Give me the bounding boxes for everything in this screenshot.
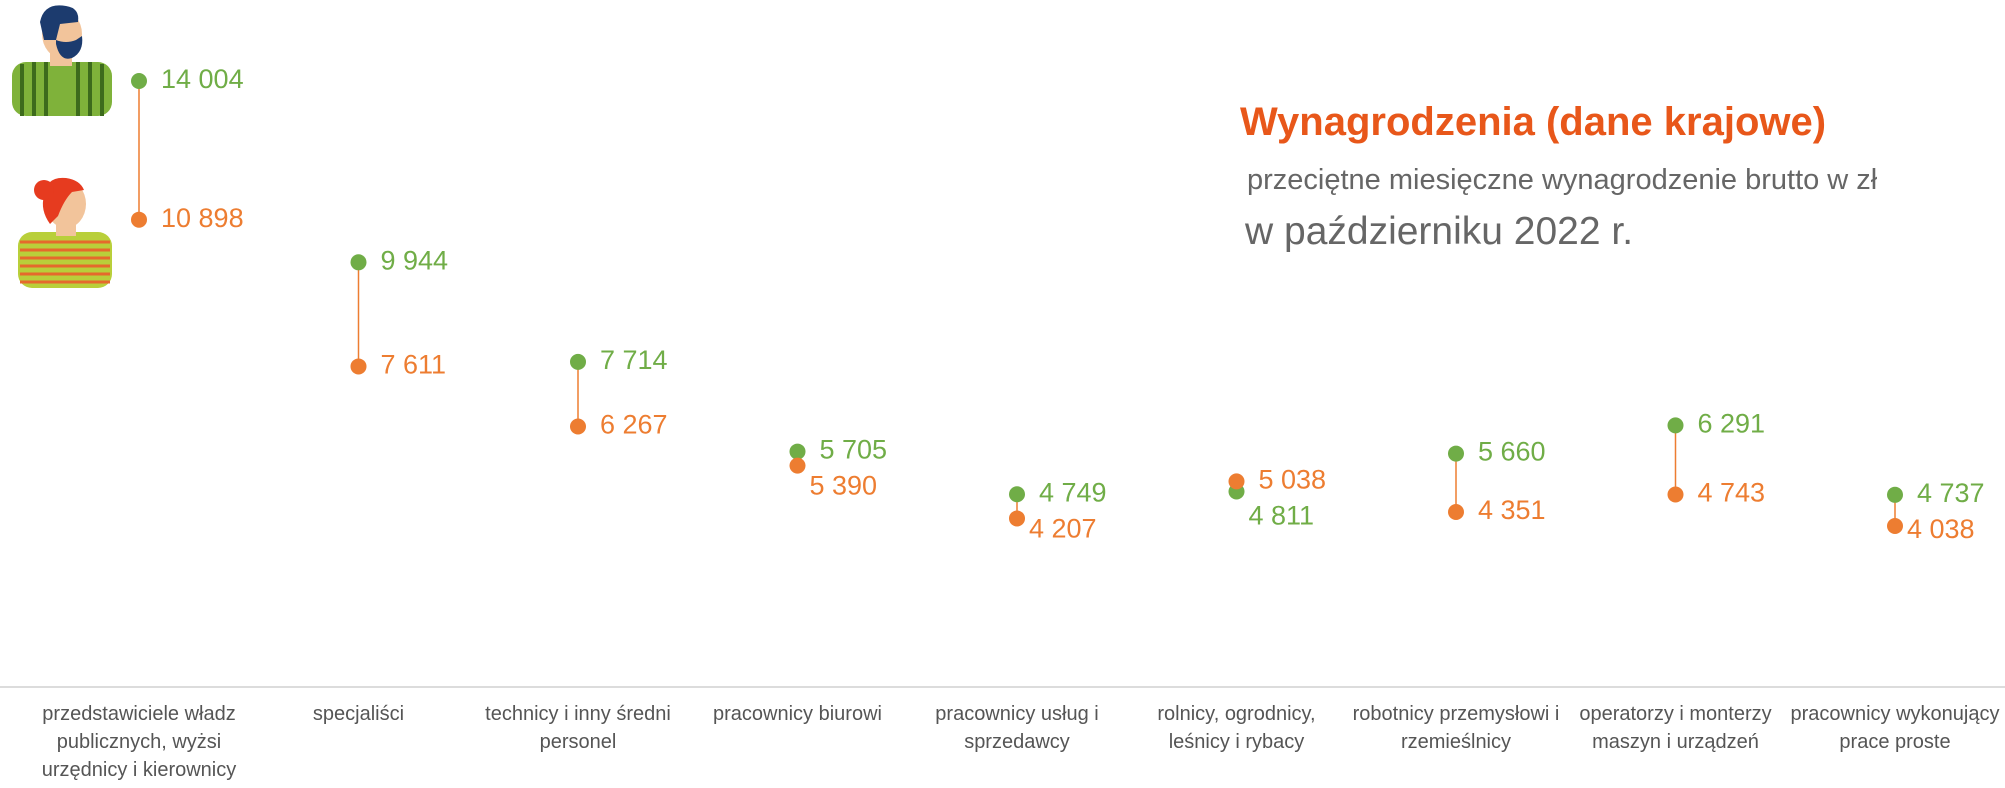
category-label: rolnicy, ogrodnicy, leśnicy i rybacy <box>1132 700 1342 756</box>
dot <box>1887 518 1903 534</box>
value-label: 4 207 <box>1029 513 1097 543</box>
page: {"chart_data": {"type": "dumbbell", "tit… <box>0 0 2005 788</box>
category-label: operatorzy i monterzy maszyn i urządzeń <box>1571 700 1781 756</box>
subtitle: w październiku 2022 r. <box>1245 210 1633 254</box>
value-label: 5 038 <box>1259 464 1327 494</box>
value-label: 5 390 <box>810 471 878 501</box>
dot <box>351 358 367 374</box>
value-label: 5 660 <box>1478 437 1546 467</box>
category-label: przedstawiciele władz publicznych, wyżsi… <box>34 700 244 784</box>
subtitle: przeciętne miesięczne wynagrodzenie brut… <box>1247 164 1877 197</box>
value-label: 4 749 <box>1039 477 1107 507</box>
value-label: 6 267 <box>600 410 668 440</box>
dot <box>790 444 806 460</box>
dot <box>351 254 367 270</box>
chart-title: Wynagrodzenia (dane krajowe) <box>1240 100 1826 145</box>
value-label: 10 898 <box>161 203 244 233</box>
value-label: 4 737 <box>1917 478 1985 508</box>
category-label: specjaliści <box>254 700 464 728</box>
man-icon <box>12 5 112 116</box>
value-label: 5 705 <box>820 435 888 465</box>
value-label: 7 611 <box>381 350 447 380</box>
category-label: pracownicy biurowi <box>693 700 903 728</box>
category-label: technicy i inny średni personel <box>473 700 683 756</box>
dot <box>1009 486 1025 502</box>
value-label: 6 291 <box>1698 409 1766 439</box>
value-label: 4 811 <box>1249 500 1315 530</box>
woman-icon <box>18 178 112 288</box>
category-label: robotnicy przemysłowi i rzemieślnicy <box>1351 700 1561 756</box>
dot <box>131 73 147 89</box>
category-label: pracownicy wykonujący prace proste <box>1790 700 2000 756</box>
value-label: 4 351 <box>1478 495 1546 525</box>
dot <box>1229 473 1245 489</box>
value-label: 4 743 <box>1698 478 1766 508</box>
dot <box>570 354 586 370</box>
dot <box>790 458 806 474</box>
dot <box>1448 504 1464 520</box>
value-label: 14 004 <box>161 64 244 94</box>
value-label: 9 944 <box>381 245 449 275</box>
dot <box>1448 446 1464 462</box>
category-label: pracownicy usług i sprzedawcy <box>912 700 1122 756</box>
dot <box>1009 510 1025 526</box>
dot <box>1887 487 1903 503</box>
dot <box>131 212 147 228</box>
dot <box>1668 487 1684 503</box>
value-label: 4 038 <box>1907 514 1975 544</box>
dot <box>1668 417 1684 433</box>
value-label: 7 714 <box>600 345 668 375</box>
dot <box>570 418 586 434</box>
